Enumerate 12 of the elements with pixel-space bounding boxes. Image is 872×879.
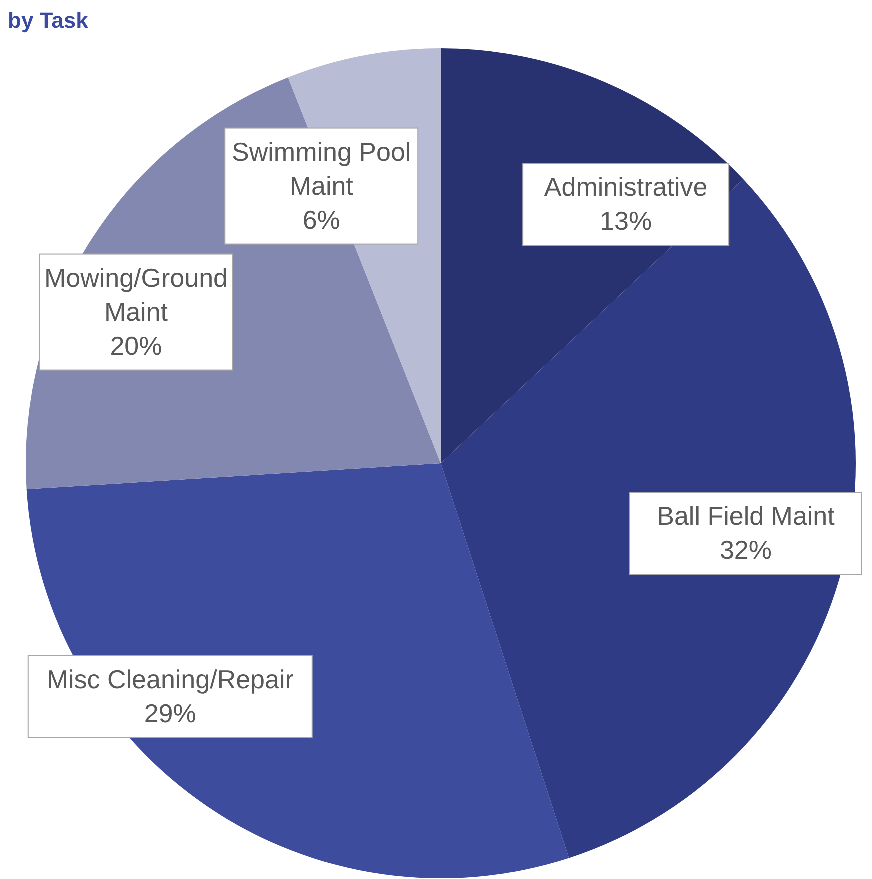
pie-slice	[26, 464, 570, 878]
slice-label: Misc Cleaning/Repair	[46, 664, 294, 694]
data-label: 20%	[110, 330, 162, 361]
slice-label: Ball Field Maint	[657, 501, 836, 532]
data-label: 6%	[302, 204, 340, 235]
slice-label: Administrative	[544, 172, 708, 202]
chart-title: by Task	[8, 8, 90, 35]
slice-label: Mowing/Ground Maint	[44, 262, 228, 327]
data-label: 29%	[144, 698, 196, 728]
slice-label: Swimming Pool Maint	[232, 136, 412, 201]
data-label: 32%	[720, 535, 772, 566]
data-label: 13%	[600, 206, 652, 236]
